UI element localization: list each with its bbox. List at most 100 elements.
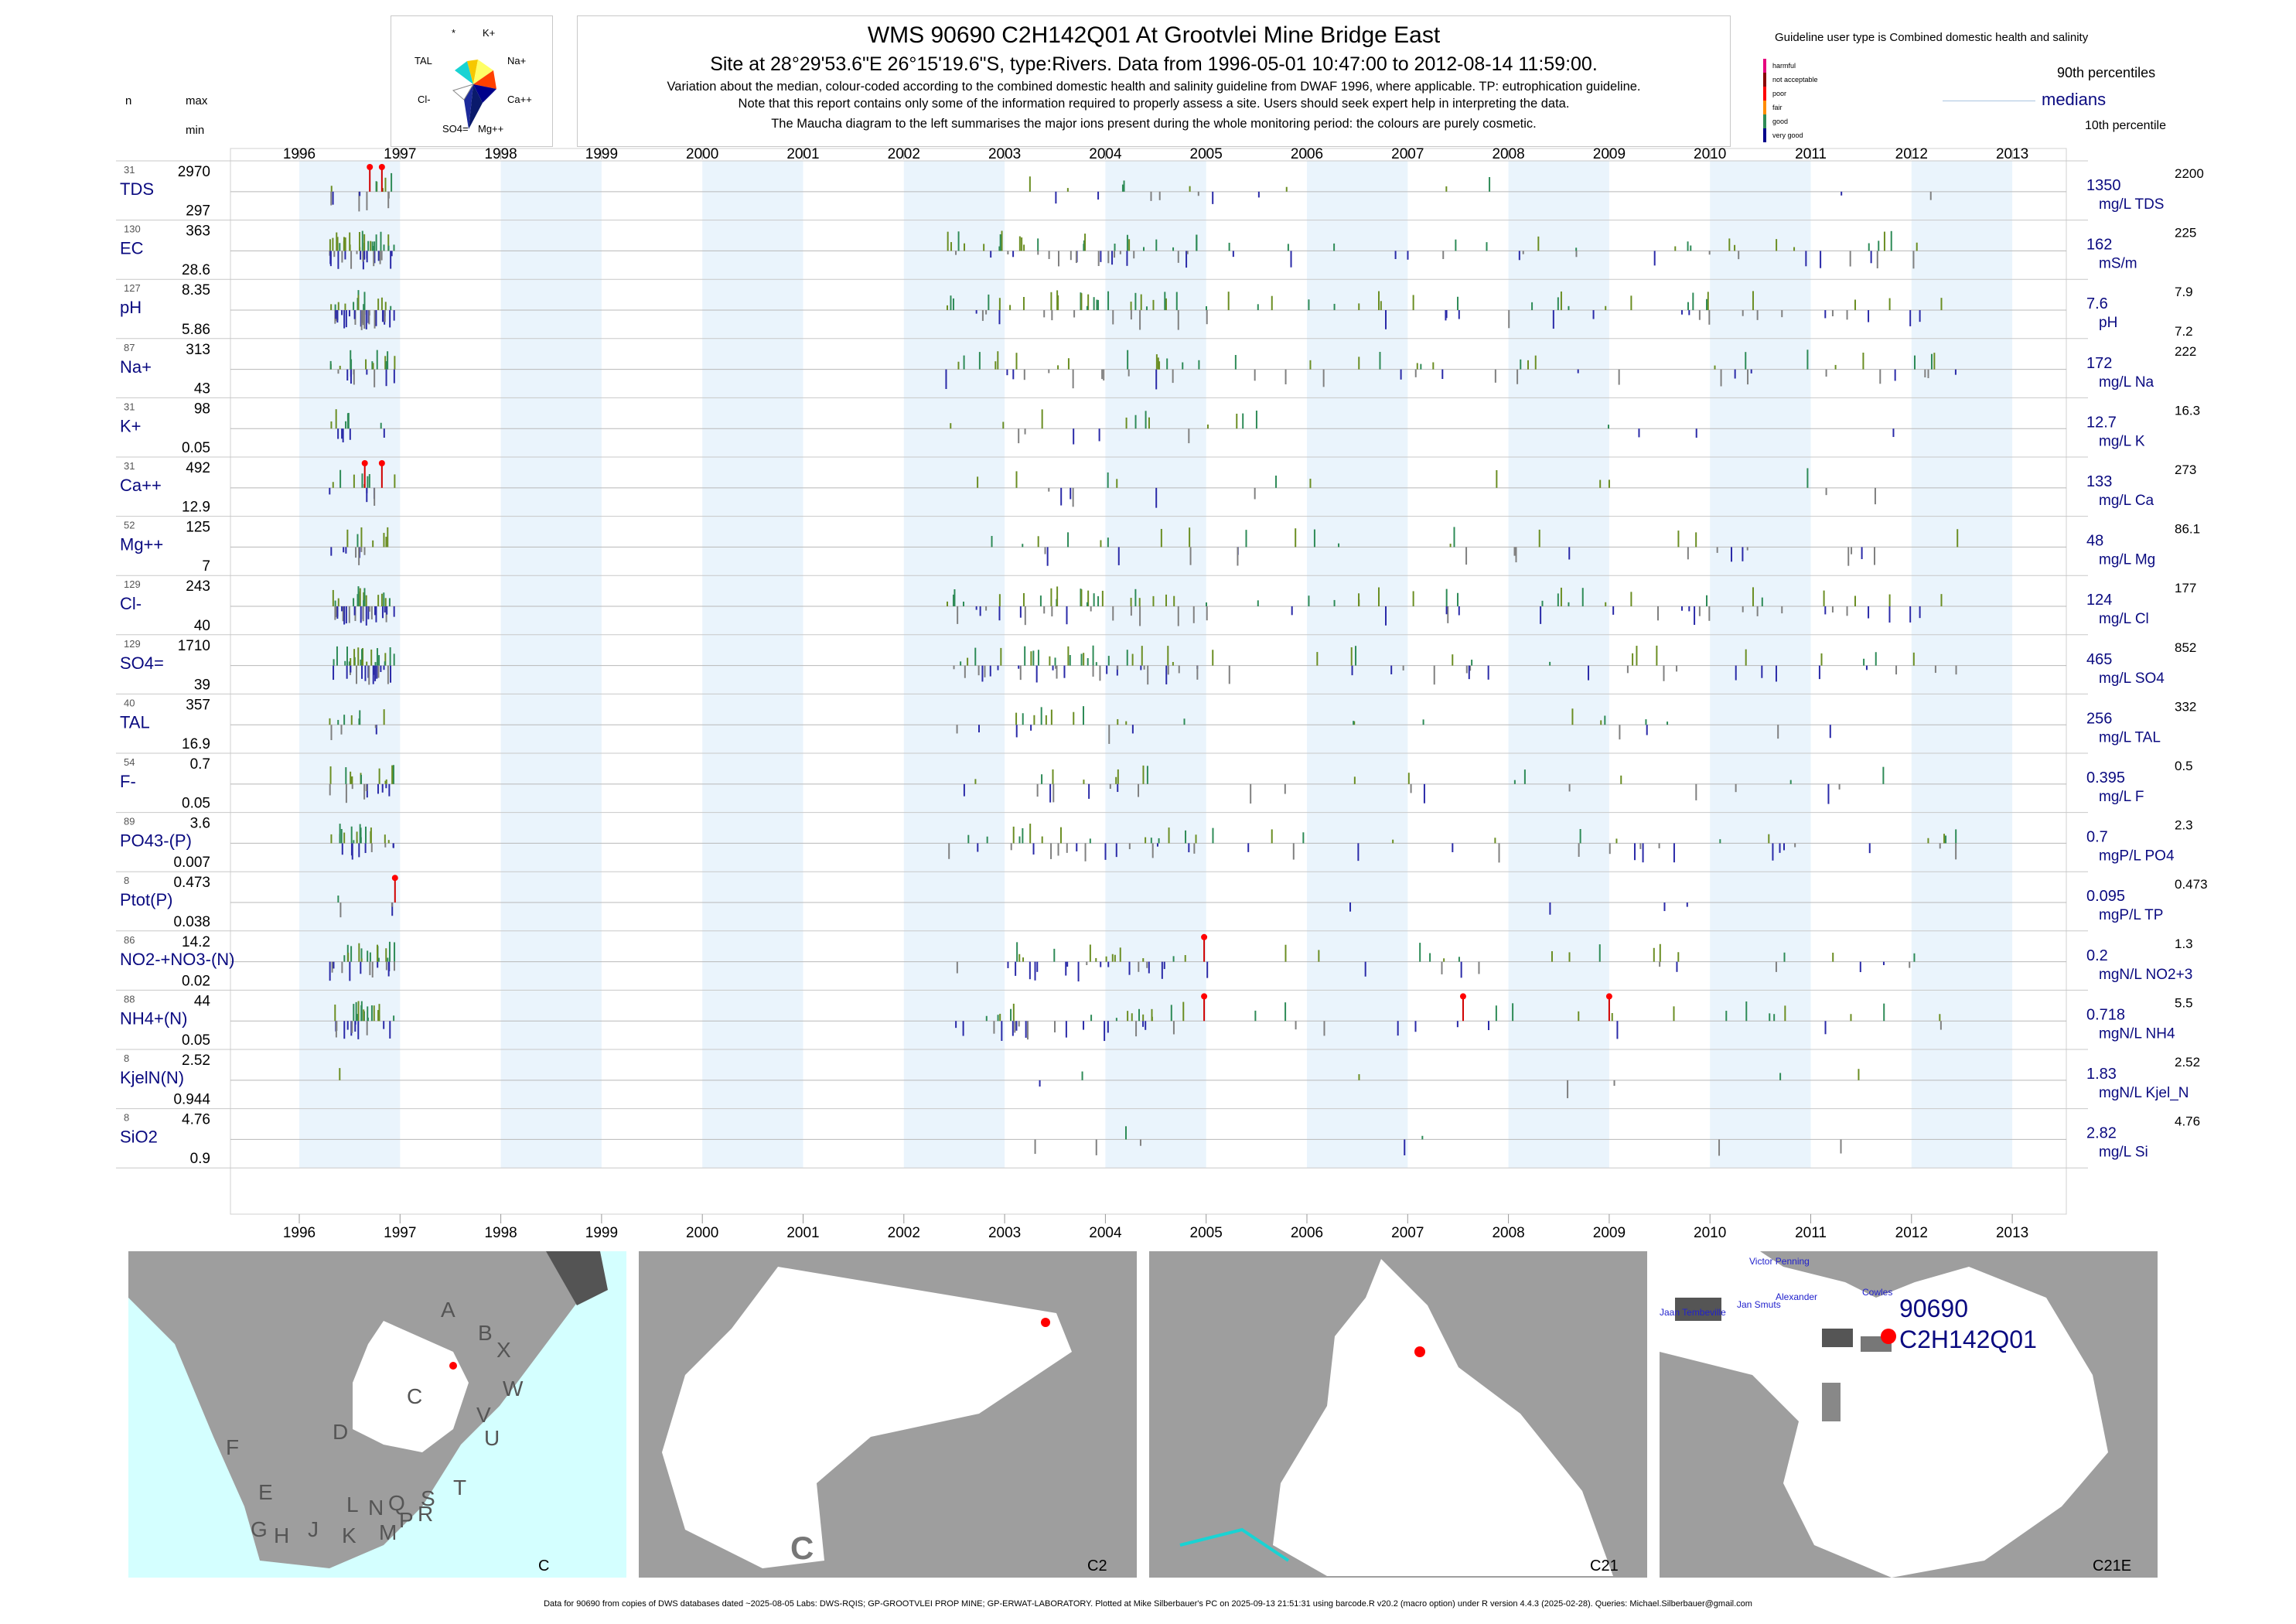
row-min: 43 [194,380,210,397]
row-median: 1.83 [2086,1066,2117,1083]
year-label-top: 2000 [686,146,718,162]
row-unit: mgP/L TP [2099,907,2163,923]
year-band [1508,161,1609,1169]
row-unit: mg/L K [2099,433,2145,449]
row-unit: mS/m [2099,256,2137,272]
year-band [1105,161,1206,1169]
row-variable: Na+ [120,357,152,377]
year-band [903,161,1005,1169]
map-site-id: 90690 [1899,1295,1968,1322]
row-min: 7 [202,558,210,575]
row-n: 8 [124,1053,129,1064]
row-unit: mg/L Si [2099,1145,2148,1161]
map-panel-c21: C21 [1149,1251,1647,1578]
legend-not-acceptable: not acceptable [1772,76,1818,84]
exceedance-marker [1605,993,1612,1000]
row-min: 0.9 [190,1151,210,1167]
legend-fair: fair [1772,104,1783,111]
header-box: WMS 90690 C2H142Q01 At Grootvlei Mine Br… [577,15,1731,147]
map-letter-f: F [226,1435,240,1459]
page-title: WMS 90690 C2H142Q01 At Grootvlei Mine Br… [867,22,1441,48]
year-label-top: 2004 [1089,146,1122,162]
maucha-diagram: * K+ TAL Na+ Cl- Ca++ SO4= Mg++ [415,27,532,135]
map-place-jan-smuts: Jan Smuts [1737,1299,1781,1310]
row-min: 0.05 [182,1032,210,1049]
row-median: 0.095 [2086,888,2125,905]
map-letter-d: D [333,1420,349,1444]
row-median: 0.395 [2086,769,2125,786]
exceedance-marker [361,460,368,466]
legend-very-good: very good [1772,131,1803,139]
row-max: 0.7 [190,756,210,773]
map-c21e-catchment [1660,1251,2108,1578]
map-place-jaan-tembeville: Jaan Tembeville [1660,1307,1726,1318]
row-variable: Cl- [120,594,142,613]
guideline-class-legend: harmful not acceptable poor fair good ve… [1763,59,1818,142]
year-band [1710,161,1811,1169]
exceedance-marker [1201,933,1208,940]
header-note-3: The Maucha diagram to the left summarise… [771,117,1537,131]
row-unit: mg/L Mg [2099,552,2155,568]
row-min: 39 [194,677,210,693]
row-min: 0.02 [182,973,210,989]
row-median: 1350 [2086,177,2121,194]
year-label-bottom: 1997 [384,1225,416,1237]
map-letter-r: R [418,1502,434,1526]
row-n: 129 [124,578,141,590]
map-letter-v: V [476,1403,491,1427]
row-median: 162 [2086,237,2112,254]
row-unit: mg/L Ca [2099,493,2154,509]
year-label-top: 2006 [1291,146,1323,162]
maucha-label-ca: Ca++ [507,94,532,105]
row-variable: TDS [120,179,154,199]
row-p90: 273 [2175,462,2196,477]
row-max: 357 [186,697,210,713]
maucha-label-star: * [452,27,455,39]
map-letter-b: B [478,1321,493,1345]
exceedance-marker [378,460,385,466]
row-variable: NO2-+NO3-(N) [120,950,235,969]
map-c21-catchment [1179,1259,1613,1576]
maucha-box: * K+ TAL Na+ Cl- Ca++ SO4= Mg++ [391,15,553,147]
row-median: 48 [2086,533,2103,550]
year-label-bottom: 2013 [1996,1225,2028,1237]
row-min: 28.6 [182,262,210,278]
row-min: 5.86 [182,322,210,338]
row-max: 4.76 [182,1112,210,1128]
row-p90: 852 [2175,640,2196,655]
row-n: 130 [124,223,141,235]
year-label-bottom: 2006 [1291,1225,1323,1237]
year-band [1307,161,1408,1169]
row-max: 363 [186,223,210,240]
map-letter-s: S [421,1486,435,1510]
column-head-n: n [125,94,132,107]
row-n: 40 [124,697,135,708]
row-n: 8 [124,875,129,886]
exceedance-marker [367,164,374,170]
year-label-top: 2005 [1190,146,1223,162]
year-label-top: 2002 [888,146,920,162]
row-max: 243 [186,578,210,595]
year-label-bottom: 2005 [1190,1225,1223,1237]
year-label-bottom: 2004 [1089,1225,1122,1237]
map-letter-a: A [441,1298,455,1322]
row-n: 31 [124,164,135,176]
row-median: 133 [2086,473,2112,490]
map-letter-e: E [258,1480,273,1504]
year-label-bottom: 2001 [786,1225,819,1237]
row-median: 124 [2086,592,2112,609]
year-band [500,161,602,1169]
legend-10th: 10th percentile [2085,119,2166,132]
row-min: 0.05 [182,440,210,456]
year-label-top: 2007 [1391,146,1424,162]
map-letter-t: T [453,1476,467,1499]
row-median: 256 [2086,710,2112,727]
row-variable: F- [120,772,136,791]
map-letter-u: U [484,1426,500,1450]
year-label-top: 2001 [786,146,819,162]
row-p90: 7.9 [2175,285,2193,299]
row-min: 297 [186,203,210,220]
row-variable: K+ [120,416,142,435]
legend-medians: medians [2042,90,2107,109]
row-p90: 177 [2175,581,2196,595]
